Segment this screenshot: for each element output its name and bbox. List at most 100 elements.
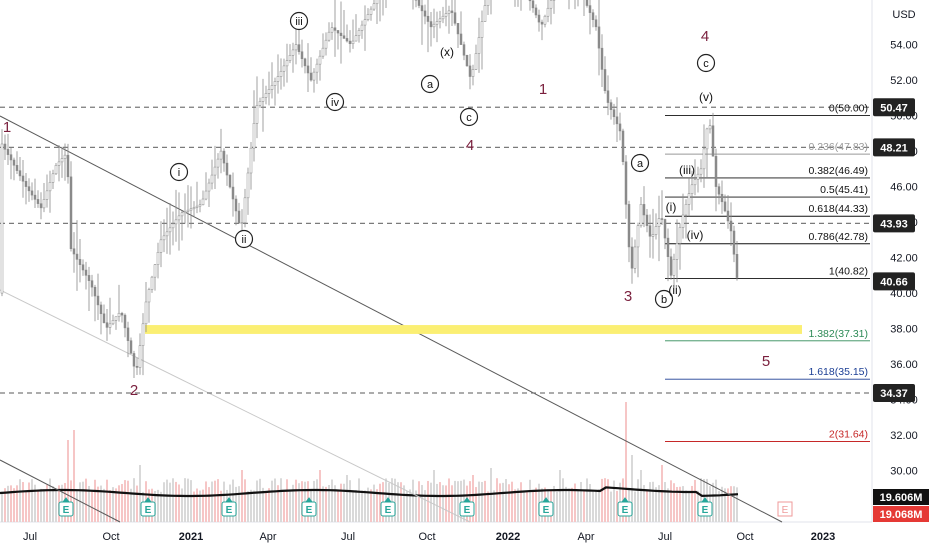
volume-bar — [397, 482, 399, 522]
volume-bar — [133, 478, 135, 522]
candle-body — [121, 313, 123, 315]
wave-label-text: 1 — [3, 119, 11, 136]
candle-body — [718, 187, 720, 195]
candle-body — [46, 191, 48, 200]
candle-body — [1, 144, 3, 293]
candle-body — [610, 103, 612, 110]
candle-body — [676, 243, 678, 259]
wave-label: 1 — [539, 81, 547, 98]
fib-level-label: 1.618(35.15) — [808, 366, 868, 378]
volume-bar — [268, 488, 270, 522]
candle-body — [226, 163, 228, 175]
candle-body — [460, 34, 462, 45]
volume-bar — [436, 484, 438, 522]
volume-bar — [325, 487, 327, 522]
candle-body — [586, 0, 588, 6]
candle-body — [712, 126, 714, 156]
candle-body — [595, 20, 597, 27]
volume-bar — [655, 487, 657, 522]
earnings-marker-text: E — [145, 505, 152, 516]
volume-bar — [445, 485, 447, 522]
wave-label: (v) — [699, 90, 713, 104]
volume-bar — [181, 488, 183, 522]
earnings-marker-text: E — [622, 505, 629, 516]
x-tick-label: 2022 — [496, 531, 520, 543]
candle-body — [274, 81, 276, 85]
wave-label: (x) — [440, 45, 454, 59]
candle-body — [619, 124, 621, 131]
candle-body — [4, 144, 6, 149]
volume-bar — [634, 492, 636, 522]
candle-body — [670, 257, 672, 276]
volume-bar — [610, 492, 612, 522]
candle-body — [238, 211, 240, 223]
volume-bar — [40, 489, 42, 522]
candle-body — [136, 366, 138, 367]
wave-label-text: 2 — [130, 382, 138, 399]
wave-label: c — [461, 109, 478, 126]
candle-body — [211, 175, 213, 183]
candle-body — [322, 48, 324, 56]
candle-body — [649, 226, 651, 237]
candle-body — [721, 194, 723, 202]
volume-bar — [316, 479, 318, 522]
volume-bar — [319, 470, 321, 522]
candle-body — [640, 204, 642, 225]
candle-body — [724, 202, 726, 211]
candle-body — [541, 22, 543, 24]
candle-body — [607, 91, 609, 103]
candle-body — [466, 55, 468, 66]
candle-body — [706, 129, 708, 149]
candle-body — [550, 0, 552, 8]
candle-body — [175, 220, 177, 224]
candle-body — [637, 226, 639, 247]
volume-bar — [298, 483, 300, 522]
candle-body — [613, 110, 615, 117]
candle-body — [91, 281, 93, 288]
candle-body — [673, 259, 675, 275]
upcoming-earnings-label: E — [782, 505, 789, 516]
volume-bar — [649, 482, 651, 522]
volume-bar — [124, 480, 126, 522]
earnings-marker-text: E — [543, 505, 550, 516]
volume-bar — [577, 490, 579, 522]
wave-label: 1 — [3, 119, 11, 136]
candle-body — [472, 69, 474, 76]
volume-label-text: 19.068M — [880, 509, 923, 521]
volume-bar — [364, 490, 366, 522]
volume-bar — [640, 470, 642, 522]
candle-body — [76, 254, 78, 259]
candle-body — [253, 123, 255, 148]
candle-body — [469, 66, 471, 77]
volume-bar — [202, 490, 204, 522]
volume-bar — [85, 479, 87, 522]
candle-body — [19, 171, 21, 176]
volume-bar — [25, 491, 27, 522]
volume-bar — [283, 492, 285, 522]
y-tick-label: 52.00 — [890, 75, 918, 87]
candle-body — [202, 199, 204, 205]
candle-body — [265, 93, 267, 97]
volume-bar — [244, 479, 246, 522]
volume-bar — [403, 485, 405, 522]
volume-bar — [103, 489, 105, 522]
volume-bar — [505, 479, 507, 522]
volume-bar — [250, 490, 252, 522]
candle-body — [208, 183, 210, 191]
candle-body — [316, 64, 318, 72]
candle-body — [88, 275, 90, 280]
volume-bar — [337, 490, 339, 522]
wave-label-text: ii — [242, 234, 247, 246]
volume-bar — [13, 488, 15, 522]
volume-bar — [331, 479, 333, 522]
candle-body — [82, 265, 84, 270]
volume-bar — [688, 492, 690, 522]
candle-body — [616, 117, 618, 124]
candle-body — [292, 50, 294, 55]
volume-bar — [421, 485, 423, 522]
earnings-marker-text: E — [306, 505, 313, 516]
y-tick-label: 42.00 — [890, 253, 918, 265]
x-tick-label: Apr — [577, 531, 594, 543]
